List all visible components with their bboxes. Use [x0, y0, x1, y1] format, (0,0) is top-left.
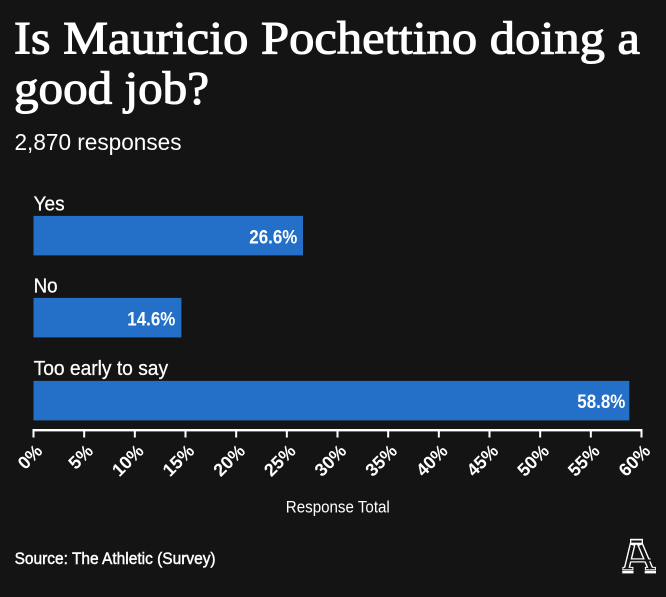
svg-text:No: No: [34, 274, 58, 297]
svg-text:Yes: Yes: [34, 192, 65, 215]
svg-text:Source: The Athletic (Survey): Source: The Athletic (Survey): [15, 549, 216, 568]
svg-text:14.6%: 14.6%: [127, 308, 175, 330]
svg-text:26.6%: 26.6%: [249, 227, 297, 249]
svg-text:Response Total: Response Total: [286, 499, 390, 517]
svg-text:2,870 responses: 2,870 responses: [15, 129, 182, 155]
svg-text:Too early to say: Too early to say: [34, 357, 169, 380]
svg-text:58.8%: 58.8%: [577, 391, 625, 413]
svg-text:good job?: good job?: [14, 62, 209, 114]
svg-text:Is Mauricio Pochettino doing a: Is Mauricio Pochettino doing a: [14, 13, 640, 65]
